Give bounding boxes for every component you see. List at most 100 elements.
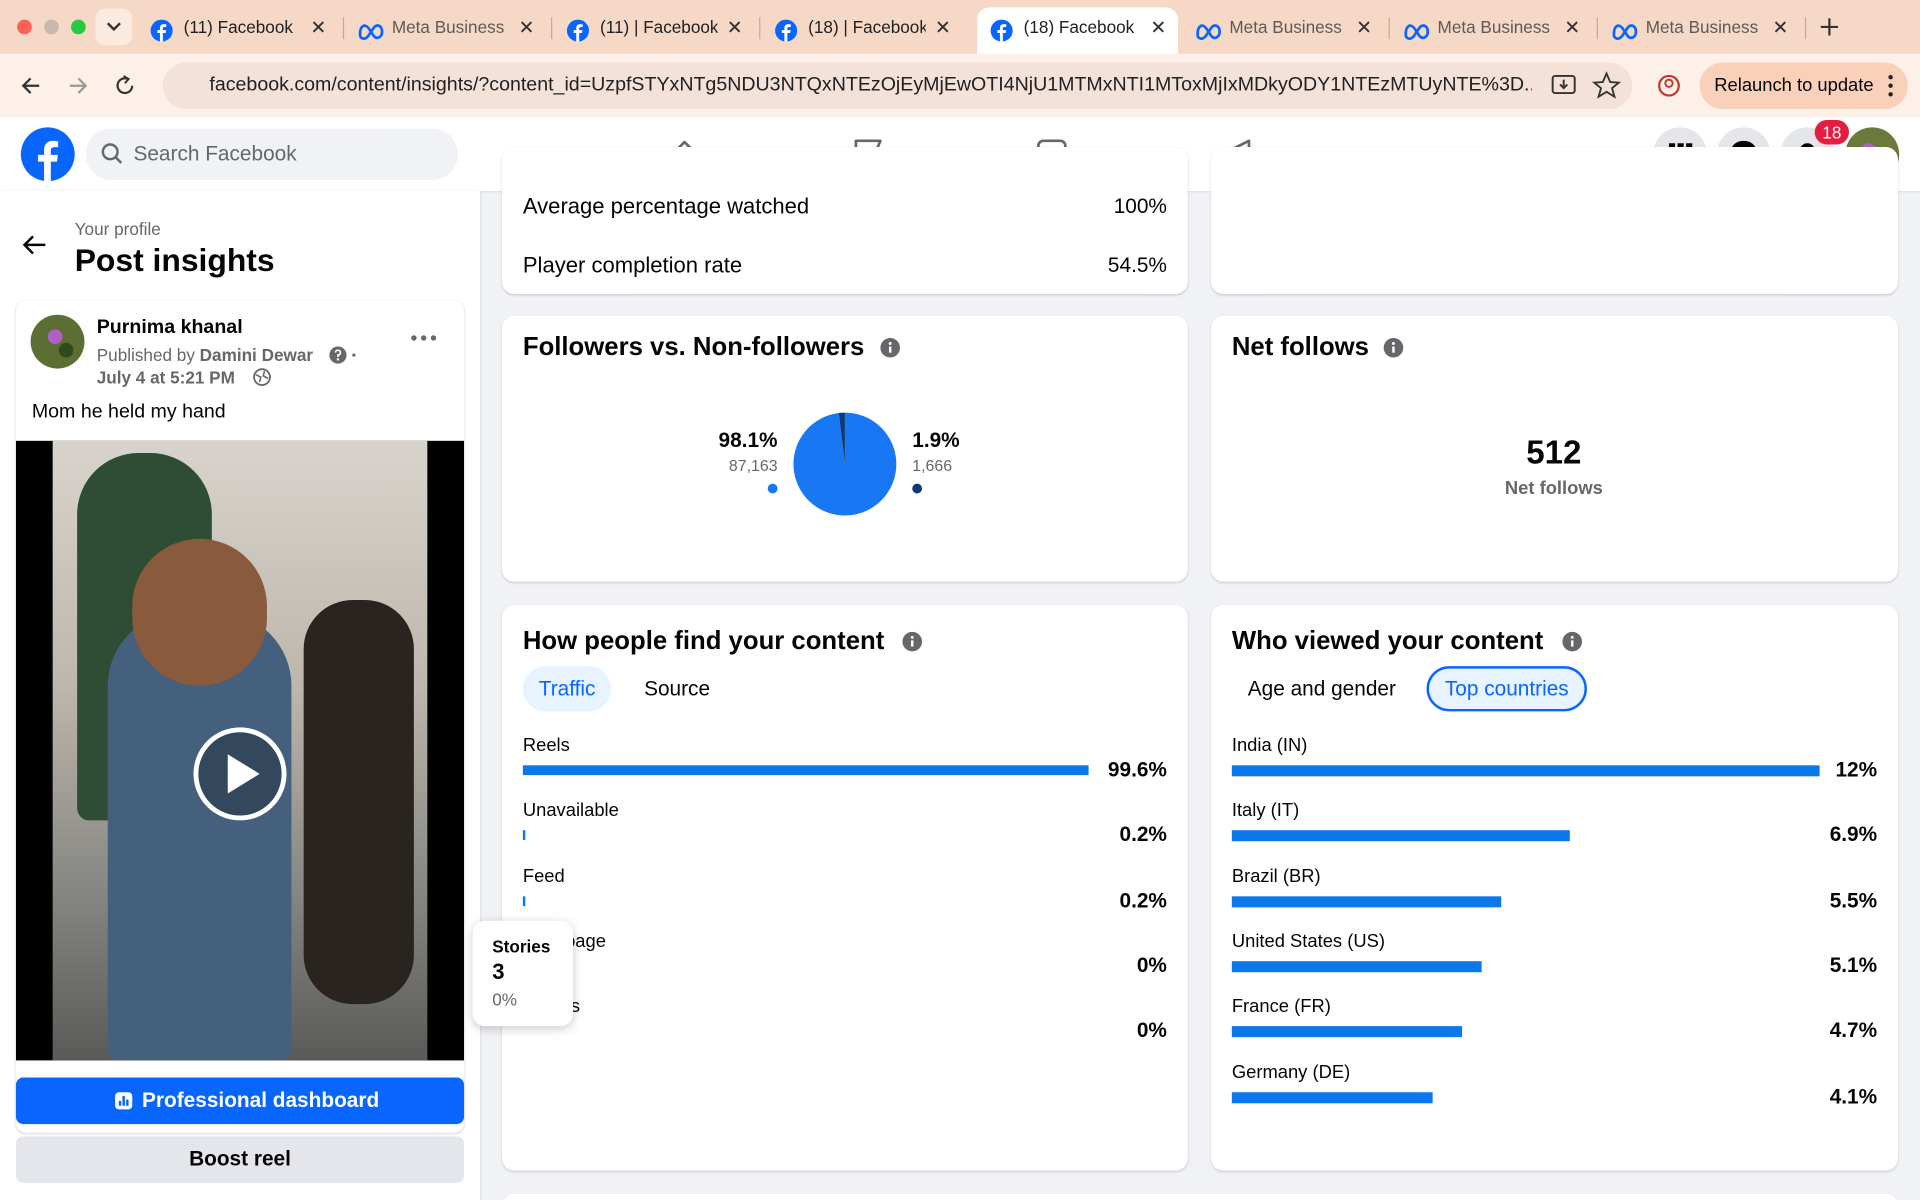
video[interactable] (15, 440, 465, 1061)
bar (522, 830, 525, 841)
bar-value: 0% (1136, 1019, 1167, 1043)
bar (1231, 1091, 1433, 1103)
tab[interactable]: (18) | Facebook (762, 7, 963, 54)
address-bar[interactable]: facebook.com/content/insights/?content_i… (162, 62, 1633, 109)
nav-buttons[interactable] (0, 54, 135, 118)
fb-logo[interactable] (20, 126, 76, 182)
card-title: Who viewed your content (1231, 626, 1544, 656)
tab-button[interactable]: Source (644, 677, 711, 701)
tooltip-percent: 0% (492, 989, 518, 1009)
bar-value: 0.2% (1119, 823, 1167, 847)
tab-strip: (11) Facebook Meta Business (11) | Faceboo… (0, 0, 1920, 54)
segment-count: 1,666 (912, 456, 953, 475)
back-arrow[interactable] (20, 230, 49, 259)
net-follows-value: 512 (1526, 434, 1582, 471)
tab-button[interactable]: Age and gender (1247, 677, 1396, 701)
tab-close[interactable] (727, 20, 742, 35)
tab-close[interactable] (1357, 20, 1372, 35)
tab-icon (990, 19, 1013, 42)
tab-close[interactable] (936, 20, 951, 35)
tab-separator (342, 17, 345, 40)
card-title: How people find your content (522, 626, 885, 656)
pie-slice (793, 412, 897, 516)
relaunch-label: Relaunch to update (1714, 75, 1874, 97)
tab-separator (551, 17, 553, 40)
bar (522, 895, 525, 906)
tab-separator (1388, 17, 1390, 40)
tab[interactable]: Meta Business (345, 7, 546, 54)
bar-label: France (FR) (1231, 996, 1331, 1018)
tab-title: (18) | Facebook (808, 17, 926, 37)
bar-value: 5.1% (1829, 953, 1878, 978)
author[interactable]: Purnima khanal (96, 317, 243, 338)
boost-button[interactable]: Boost reel (15, 1136, 465, 1183)
breadcrumb[interactable]: Your profile (74, 219, 161, 239)
tab[interactable]: (18) Facebook (977, 7, 1178, 54)
author-avatar[interactable] (29, 313, 85, 369)
tab[interactable]: Meta Business (1391, 7, 1592, 54)
tab[interactable]: Meta Business (1599, 7, 1800, 54)
audience-card: Who viewed your content Age and gender To… (1211, 604, 1898, 1171)
post-date[interactable]: July 4 at 5:21 PM (96, 367, 235, 387)
bar (1231, 961, 1482, 973)
bar-label: Unavailable (522, 800, 619, 822)
tab[interactable]: Meta Business (1183, 7, 1384, 54)
tab-close[interactable] (1565, 20, 1580, 35)
tab-search[interactable] (95, 8, 133, 46)
post-card: Purnima khanal Published by Damini Dewar… (15, 300, 465, 1133)
tab-close[interactable] (1151, 20, 1166, 35)
metric-label: Average percentage watched (522, 194, 810, 219)
pie-chart (793, 412, 897, 516)
bar-value: 4.1% (1829, 1084, 1878, 1108)
caption: Mom he held my hand (31, 401, 226, 423)
legend-entry: Followers (912, 483, 923, 494)
tab-close[interactable] (519, 20, 534, 35)
tab-title: (11) | Facebook (600, 17, 718, 37)
profile-icon[interactable] (1654, 71, 1683, 100)
legend-swatch (767, 483, 778, 494)
bar-label: Reels (522, 735, 570, 757)
tab-icon (1196, 24, 1221, 40)
page-title: Post insights (74, 241, 275, 279)
button-label: Professional dashboard (142, 1088, 380, 1112)
tab-title: Meta Business (1645, 17, 1759, 37)
tab-icon (1404, 24, 1430, 40)
info-icon[interactable] (880, 337, 900, 358)
bar-label: Germany (DE) (1231, 1061, 1351, 1083)
bar (1231, 895, 1502, 907)
metrics-card: Average percentage watched 100% Player com… (502, 146, 1188, 294)
bar-label: United States (US) (1231, 931, 1385, 952)
publisher[interactable]: Damini Dewar (199, 345, 314, 365)
tab-title: Meta Business (1437, 17, 1550, 37)
new-tab[interactable] (1817, 15, 1841, 39)
tab-close[interactable] (311, 20, 326, 35)
info-icon[interactable] (902, 631, 923, 652)
professional-dashboard-button[interactable]: Professional dashboard (15, 1077, 465, 1125)
tab-title: (18) Facebook (1023, 17, 1135, 37)
card-title: Followers vs. Non-followers (522, 333, 865, 362)
metric-label: Player completion rate (522, 252, 743, 278)
card-title: Net follows (1231, 333, 1369, 362)
pie-slice (838, 412, 845, 465)
net-follows-card: Net follows 512 Net follows (1211, 315, 1898, 582)
tab-icon (566, 19, 589, 42)
more-menu[interactable] (409, 332, 438, 344)
tab-button[interactable]: Traffic (522, 666, 612, 712)
tab-title: (11) Facebook (183, 17, 293, 37)
tab-close[interactable] (1773, 20, 1788, 35)
segment-percent: 1.9% (912, 428, 960, 452)
relaunch-button[interactable]: Relaunch to update (1699, 62, 1908, 109)
search-box[interactable]: Search Facebook (85, 128, 458, 180)
tab[interactable]: (11) Facebook (137, 7, 338, 54)
bar-value: 99.6% (1107, 757, 1167, 782)
tab-button[interactable]: Top countries (1426, 666, 1588, 712)
info-icon[interactable] (1562, 631, 1583, 652)
bar (1231, 830, 1570, 842)
tab-separator (1804, 17, 1807, 40)
play-button[interactable] (191, 725, 289, 823)
bar-value: 4.7% (1829, 1019, 1878, 1043)
bar-value: 0.2% (1119, 888, 1167, 912)
bar (522, 765, 1089, 776)
tab[interactable]: (11) | Facebook (553, 7, 754, 54)
